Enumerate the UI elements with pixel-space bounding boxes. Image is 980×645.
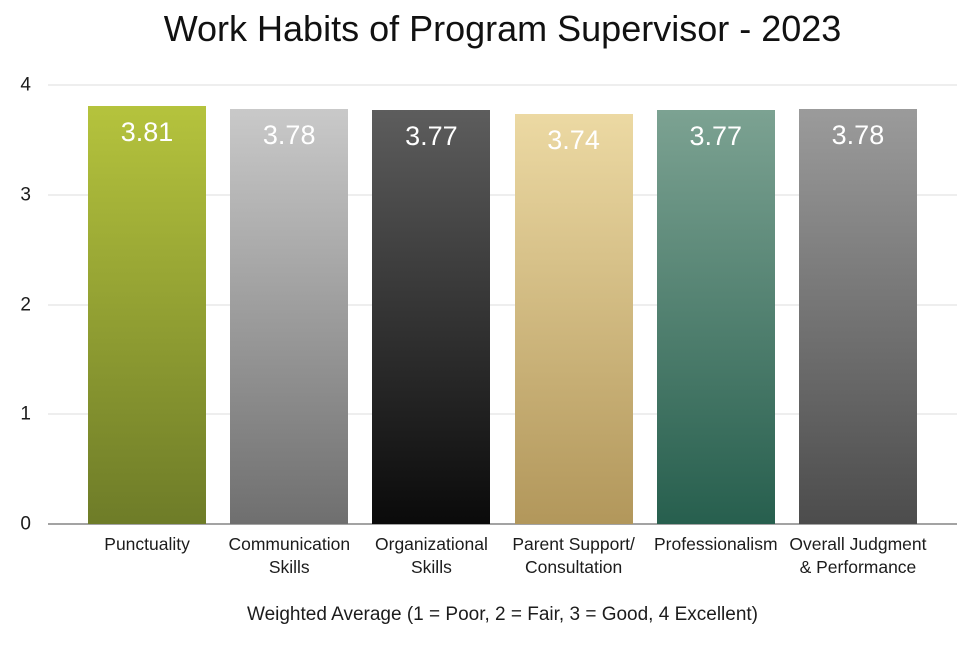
- y-tick-label-1: 1: [20, 403, 31, 425]
- bars: 3.81 3.78 3.77 3.74 3.77 3.78: [48, 85, 957, 524]
- y-tick-label-3: 3: [20, 184, 31, 206]
- chart-title: Work Habits of Program Supervisor - 2023: [163, 8, 842, 49]
- x-category-label-parent-support-consultation: Parent Support/ Consultation: [512, 534, 635, 577]
- y-tick-label-4: 4: [20, 74, 31, 96]
- x-category-label-organizational-skills: Organizational Skills: [375, 534, 488, 577]
- bar-parent-support-consultation: 3.74: [514, 113, 633, 524]
- gridline-1: [48, 413, 957, 415]
- bar-value-label-parent-support-consultation: 3.74: [547, 124, 600, 155]
- bar-value-label-professionalism: 3.77: [689, 121, 743, 152]
- bar-value-label-communication-skills: 3.78: [262, 120, 316, 151]
- x-category-label-communication-skills: Communication Skills: [228, 534, 351, 577]
- x-category-label-professionalism: Professionalism: [654, 534, 778, 554]
- x-category-label-overall-judgment-performance: Overall Judgment & Performance: [789, 534, 927, 577]
- bar-value-label-organizational-skills: 3.77: [405, 121, 458, 152]
- bar-overall-judgment-performance: 3.78: [798, 109, 917, 524]
- x-axis-line: [48, 523, 957, 525]
- bar-value-label-punctuality: 3.81: [120, 116, 174, 147]
- gridline-3: [48, 194, 957, 196]
- x-axis-caption: Weighted Average (1 = Poor, 2 = Fair, 3 …: [246, 604, 759, 625]
- gridline-4: [48, 84, 957, 86]
- gridline-2: [48, 304, 957, 305]
- plot-area: 0 1 2 3 4 3.81 3.78 3.77 3.74 3.77 3.78: [20, 76, 957, 534]
- bar-professionalism: 3.77: [656, 110, 775, 524]
- category-labels: Punctuality Communication Skills Organizat…: [48, 533, 957, 579]
- bar-organizational-skills: 3.77: [372, 110, 491, 524]
- y-tick-label-0: 0: [20, 513, 31, 535]
- y-tick-label-2: 2: [20, 294, 31, 315]
- x-category-label-punctuality: Punctuality: [104, 534, 190, 554]
- bar-punctuality: 3.81: [88, 105, 206, 524]
- bar-communication-skills: 3.78: [230, 109, 349, 524]
- bar-value-label-overall-judgment-performance: 3.78: [831, 120, 885, 151]
